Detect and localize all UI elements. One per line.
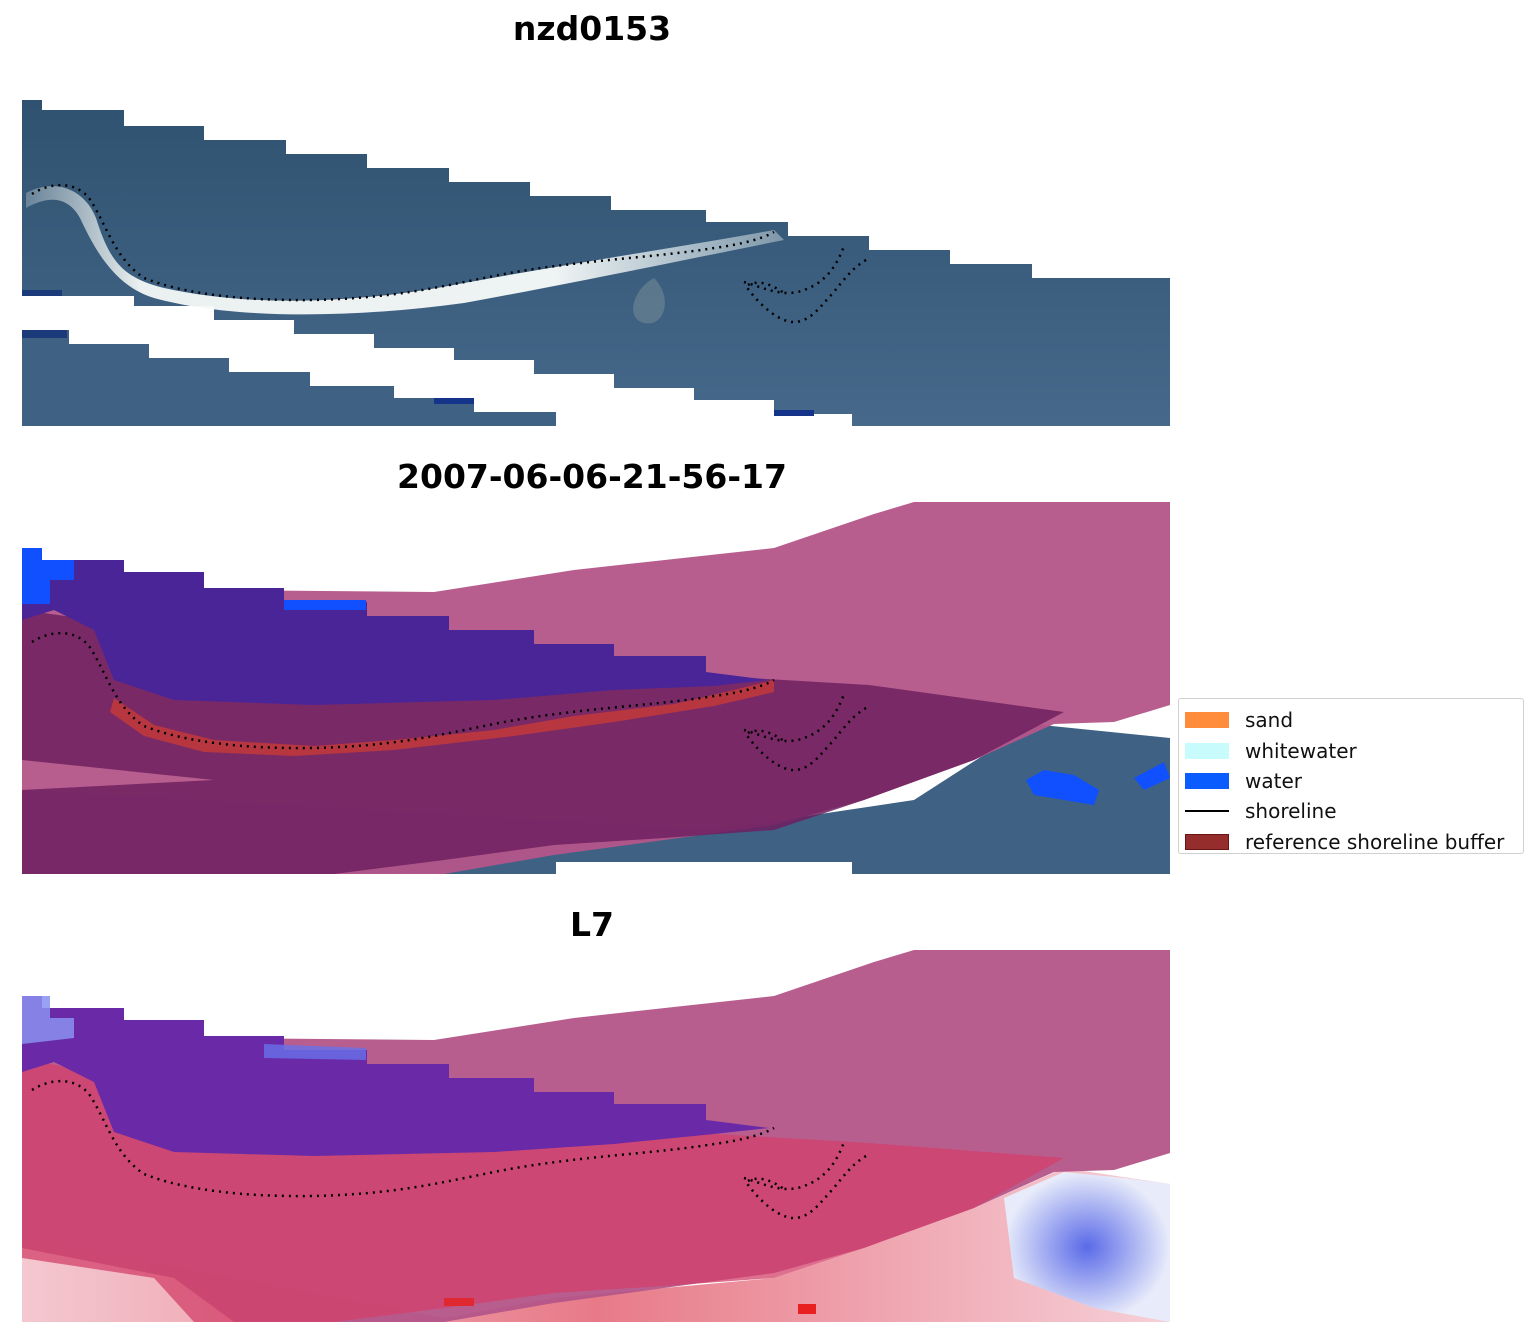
legend-label-sand: sand bbox=[1245, 708, 1294, 733]
legend-item-sand: sand bbox=[1185, 705, 1523, 735]
rgb-image bbox=[22, 100, 1170, 426]
panel-title-classification: 2007-06-06-21-56-17 bbox=[397, 457, 787, 496]
legend-swatch-shoreline bbox=[1185, 810, 1229, 813]
legend: sand whitewater water shoreline referenc… bbox=[1178, 698, 1524, 854]
index-image-panel bbox=[14, 948, 1170, 1324]
legend-item-water: water bbox=[1185, 766, 1523, 796]
legend-item-whitewater: whitewater bbox=[1185, 735, 1523, 765]
panel-title-rgb: nzd0153 bbox=[512, 9, 672, 48]
legend-label-water: water bbox=[1245, 768, 1302, 793]
legend-swatch-whitewater bbox=[1185, 742, 1229, 759]
rgb-lower-tile bbox=[22, 330, 556, 426]
legend-item-shoreline: shoreline bbox=[1185, 796, 1523, 826]
sand-class-region bbox=[110, 680, 774, 756]
legend-label-buffer: reference shoreline buffer bbox=[1245, 829, 1505, 854]
legend-label-shoreline: shoreline bbox=[1245, 799, 1337, 824]
classified-image-panel bbox=[14, 500, 1170, 876]
legend-swatch-sand bbox=[1185, 712, 1229, 729]
index-image bbox=[22, 950, 1170, 1322]
rgb-image-panel bbox=[14, 98, 1170, 428]
legend-swatch-water bbox=[1185, 772, 1229, 789]
shoreline-line-east bbox=[743, 245, 867, 324]
panel-title-index: L7 bbox=[570, 905, 614, 944]
classified-image bbox=[22, 502, 1170, 874]
shoreline-line bbox=[31, 183, 775, 302]
water-class-region bbox=[22, 548, 769, 705]
legend-label-whitewater: whitewater bbox=[1245, 738, 1357, 763]
legend-item-buffer: reference shoreline buffer bbox=[1185, 827, 1523, 857]
legend-swatch-buffer bbox=[1185, 833, 1229, 850]
